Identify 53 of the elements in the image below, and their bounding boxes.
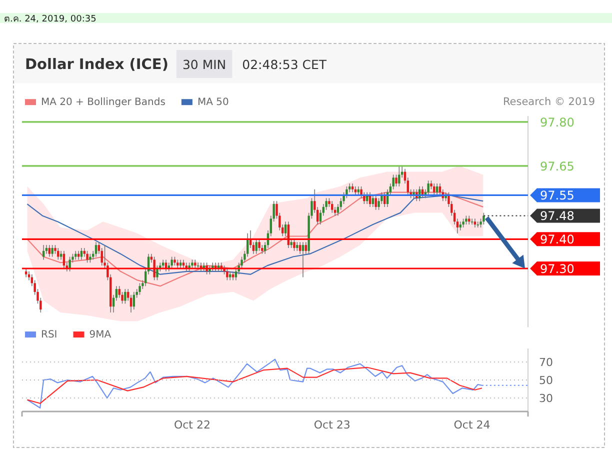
ref-line-label: 97.80 bbox=[540, 115, 574, 130]
legend-label: 9MA bbox=[89, 330, 112, 340]
chart-subtitle: 30 MIN bbox=[182, 57, 226, 72]
candlestick bbox=[372, 194, 374, 208]
text: Research © 2019 bbox=[502, 96, 595, 108]
candlestick bbox=[42, 244, 45, 260]
text: ต.ค. 24, 2019, 00:35 bbox=[4, 14, 96, 24]
candlestick bbox=[284, 221, 287, 237]
candlestick bbox=[374, 194, 377, 210]
candlestick bbox=[170, 256, 173, 269]
candlestick bbox=[302, 242, 304, 278]
candlestick bbox=[258, 238, 260, 252]
text: 02:48:53 CET bbox=[242, 57, 327, 72]
candlestick bbox=[427, 180, 430, 196]
ref-line-label: 97.48 bbox=[540, 209, 574, 224]
candlestick bbox=[156, 265, 158, 281]
candlestick bbox=[80, 248, 83, 260]
y-tick-label: 70 bbox=[539, 356, 553, 369]
candlestick bbox=[395, 174, 398, 187]
candlestick bbox=[68, 256, 71, 272]
chart-title: Dollar Index (ICE) bbox=[25, 57, 168, 73]
ref-line-label: 97.40 bbox=[540, 232, 574, 247]
candlestick bbox=[57, 248, 60, 260]
candlestick bbox=[482, 212, 485, 225]
candlestick bbox=[293, 238, 296, 252]
candlestick bbox=[398, 166, 400, 187]
candlestick bbox=[298, 242, 302, 254]
x-tick-label: Oct 23 bbox=[314, 418, 350, 432]
candlestick bbox=[94, 242, 98, 258]
candlestick bbox=[433, 183, 436, 196]
candlestick bbox=[470, 218, 474, 225]
candlestick bbox=[138, 282, 141, 296]
candlestick bbox=[51, 244, 54, 258]
y-tick-label: 50 bbox=[539, 374, 553, 387]
ref-line-label: 97.30 bbox=[540, 262, 574, 276]
line-series bbox=[26, 366, 482, 404]
candlestick bbox=[124, 288, 126, 304]
candlestick bbox=[436, 183, 438, 196]
candlestick bbox=[304, 242, 307, 254]
y-tick-label: 30 bbox=[539, 392, 553, 405]
ref-line-label: 97.65 bbox=[540, 159, 574, 174]
x-tick-label: Oct 22 bbox=[174, 418, 210, 432]
candlestick bbox=[331, 200, 334, 214]
legend-label: MA 50 bbox=[197, 97, 229, 108]
legend-label: MA 20 + Bollinger Bands bbox=[41, 97, 166, 108]
candlestick bbox=[86, 250, 88, 264]
legend-label: RSI bbox=[41, 330, 58, 340]
candlestick bbox=[153, 256, 156, 281]
candlestick bbox=[255, 238, 258, 254]
x-tick-label: Oct 24 bbox=[454, 418, 490, 432]
candlestick bbox=[476, 221, 479, 228]
ref-line-label: 97.55 bbox=[540, 188, 574, 203]
candlestick bbox=[48, 244, 50, 258]
